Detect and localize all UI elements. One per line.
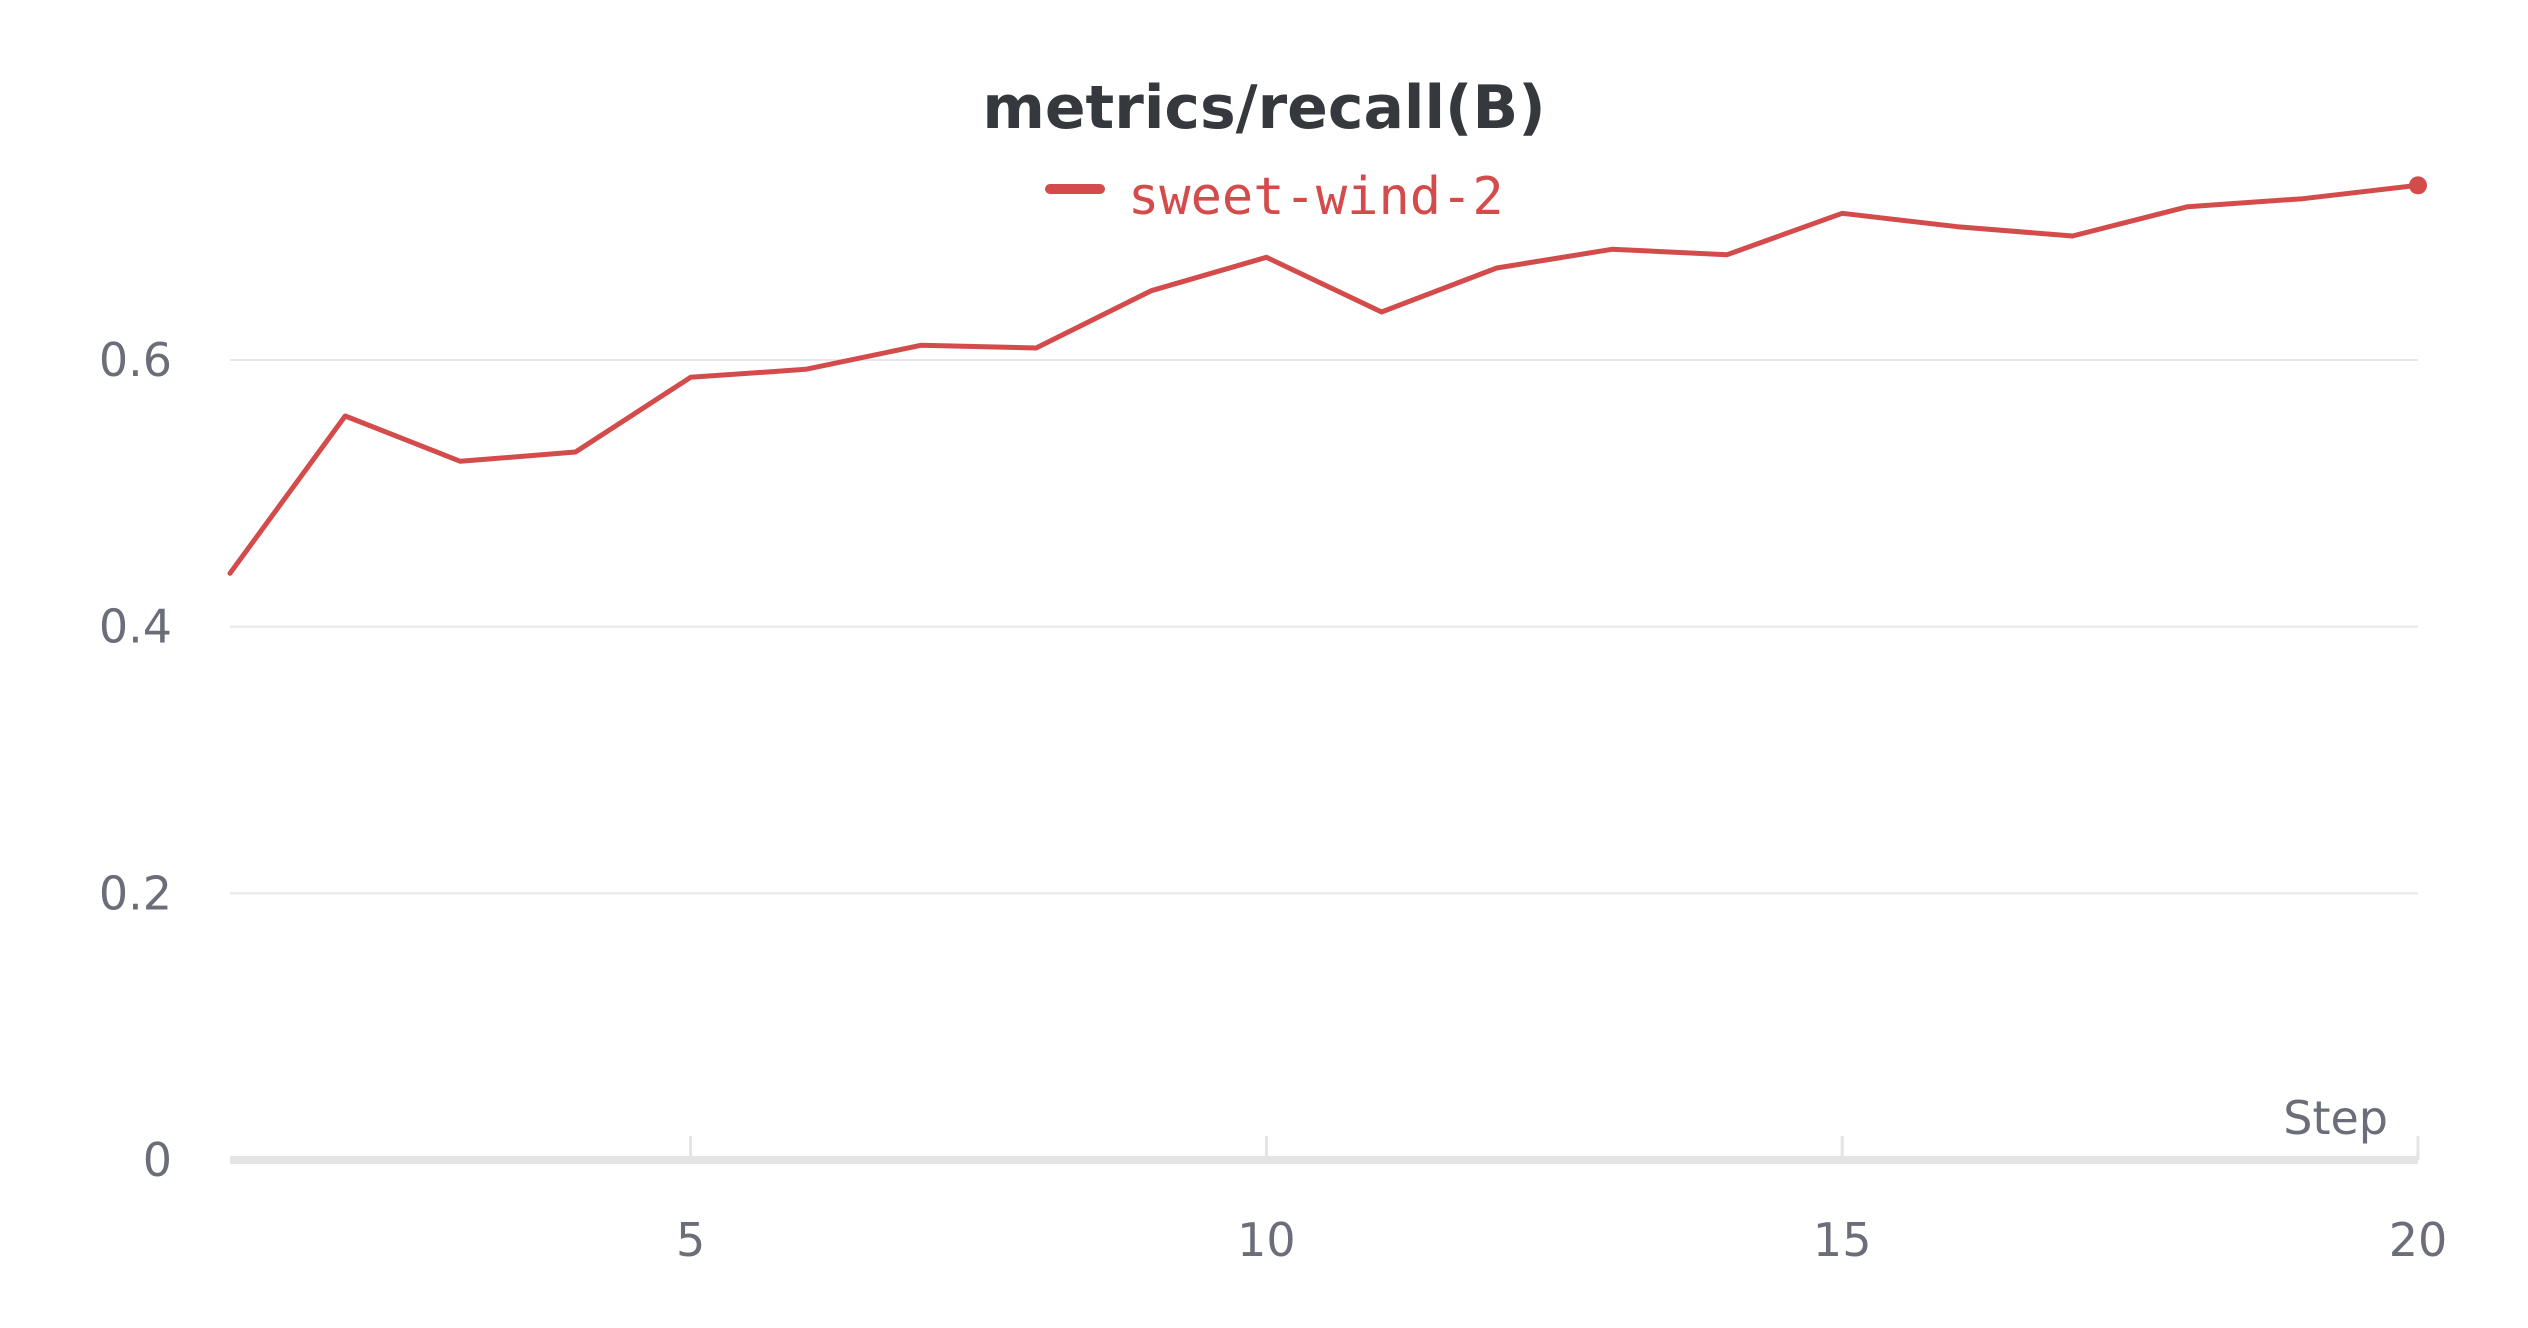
legend-label-sweet-wind-2: sweet-wind-2 — [1128, 167, 1504, 227]
y-axis: 0 0.2 0.4 0.6 — [99, 333, 172, 1187]
series-line[interactable] — [227, 182, 2421, 576]
x-tick-label: 20 — [2389, 1213, 2448, 1267]
y-tick-label: 0 — [143, 1133, 172, 1187]
grid-lines — [230, 359, 2418, 895]
x-tick-label: 5 — [676, 1213, 705, 1267]
series-sweet-wind-2[interactable] — [227, 176, 2427, 576]
legend[interactable]: sweet-wind-2 — [1045, 167, 1504, 227]
x-axis-label: Step — [2283, 1091, 2388, 1145]
x-tick-label: 15 — [1813, 1213, 1872, 1267]
x-axis: 5 10 15 20 — [230, 1136, 2447, 1267]
y-tick-label: 0.2 — [99, 866, 172, 920]
chart-title: metrics/recall(B) — [982, 73, 1545, 143]
y-tick-label: 0.6 — [99, 333, 172, 387]
y-tick-label: 0.4 — [99, 600, 172, 654]
x-tick-label: 10 — [1237, 1213, 1296, 1267]
series-endpoint[interactable] — [2409, 176, 2427, 195]
